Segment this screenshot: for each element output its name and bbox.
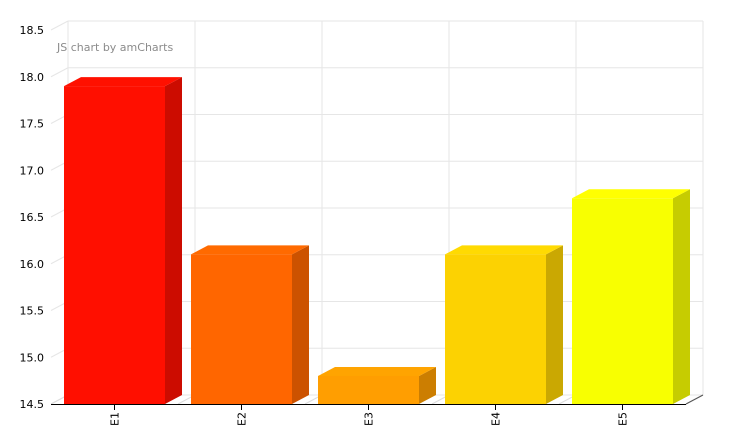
- bar-side-face[interactable]: [673, 189, 690, 404]
- bar-front-face[interactable]: [64, 86, 165, 404]
- bar-top-face[interactable]: [445, 245, 563, 255]
- bar-side-face[interactable]: [292, 245, 309, 404]
- bar-E2[interactable]: [191, 245, 309, 404]
- bar-top-face[interactable]: [318, 366, 436, 376]
- bar-E3[interactable]: [318, 366, 436, 404]
- bar-front-face[interactable]: [318, 375, 419, 404]
- y-axis-label: 16.5: [20, 211, 45, 224]
- y-axis-label: 14.5: [20, 398, 45, 411]
- x-axis-corner-diagonal: [685, 394, 704, 405]
- category-label: E1: [109, 412, 122, 426]
- bar-front-face[interactable]: [191, 254, 292, 404]
- y-axis-label: 15.5: [20, 305, 45, 318]
- y-axis-label: 18.5: [20, 24, 45, 37]
- value-grid-diagonal: [50, 67, 69, 78]
- category-label: E3: [363, 412, 376, 426]
- value-grid-diagonal: [50, 20, 69, 31]
- bar-top-face[interactable]: [572, 189, 690, 199]
- y-axis-label: 15.0: [20, 351, 45, 364]
- bar-side-face[interactable]: [419, 366, 436, 404]
- bar-side-face[interactable]: [546, 245, 563, 404]
- bar-E5[interactable]: [572, 189, 690, 404]
- bar-side-face[interactable]: [165, 77, 182, 404]
- bar-E1[interactable]: [64, 77, 182, 404]
- bar-top-face[interactable]: [191, 245, 309, 255]
- y-axis-label: 18.0: [20, 71, 45, 84]
- bar-top-face[interactable]: [64, 77, 182, 87]
- amcharts-branding-link[interactable]: JS chart by amCharts: [57, 41, 174, 54]
- y-axis-label: 17.0: [20, 164, 45, 177]
- category-label: E4: [490, 412, 503, 426]
- y-axis-label: 17.5: [20, 118, 45, 131]
- bar-front-face[interactable]: [572, 198, 673, 404]
- bar-front-face[interactable]: [445, 254, 546, 404]
- category-label: E2: [236, 412, 249, 426]
- category-label: E5: [617, 412, 630, 426]
- bar-E4[interactable]: [445, 245, 563, 404]
- y-axis-label: 16.0: [20, 258, 45, 271]
